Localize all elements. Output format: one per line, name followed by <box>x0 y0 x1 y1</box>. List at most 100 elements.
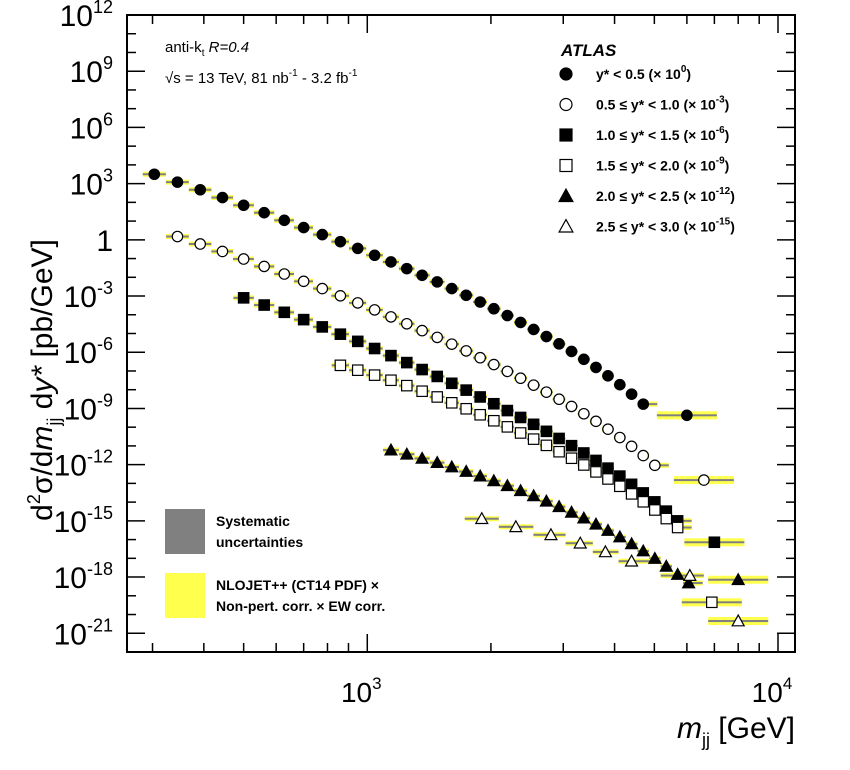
data-point <box>171 230 184 243</box>
data-point <box>540 386 553 398</box>
experiment-label: ATLAS <box>560 41 617 60</box>
data-point <box>590 466 602 478</box>
data-point <box>474 296 486 308</box>
data-point <box>416 324 428 337</box>
data-point <box>351 242 364 255</box>
data-point <box>565 439 578 452</box>
data-point <box>488 358 500 371</box>
data-point <box>368 304 381 316</box>
data-point <box>598 544 613 558</box>
data-point <box>400 356 413 369</box>
data-point <box>416 269 428 282</box>
data-point <box>614 480 626 493</box>
y-tick-labels: 1012 109 106 103 1 10-3 10-6 10-9 10-12 10-15 10-1… <box>54 0 113 651</box>
data-point <box>445 397 458 409</box>
data-point <box>614 378 626 391</box>
data-point <box>671 521 684 534</box>
data-point <box>194 238 207 250</box>
legend-entry-label: y* < 0.5 (× 100) <box>596 64 691 82</box>
data-point <box>501 309 514 322</box>
data-point <box>614 431 626 444</box>
data-point <box>540 330 553 343</box>
x-axis-title: mjj [GeV] <box>677 712 795 750</box>
data-point <box>316 228 329 241</box>
legend-entry-label: 1.5 ≤ y* < 2.0 (× 10-9) <box>596 156 729 174</box>
data-point <box>708 536 721 549</box>
data-point <box>474 408 486 421</box>
data-point <box>431 370 444 383</box>
data-point <box>368 342 381 355</box>
data-point <box>552 499 567 513</box>
data-point <box>660 512 673 525</box>
svg-text:mjj [GeV]: mjj [GeV] <box>677 712 795 750</box>
legend-entry-label: 1.0 ≤ y* < 1.5 (× 10-6) <box>596 125 729 143</box>
svg-text:√s = 13 TeV, 81 nb-1 - 3.2 fb: √s = 13 TeV, 81 nb-1 - 3.2 fb-1 <box>165 68 358 87</box>
data-point <box>540 425 553 438</box>
data-point <box>237 199 250 212</box>
data-point <box>590 415 602 428</box>
legend-marker <box>559 158 573 173</box>
y-tick-label: 10-18 <box>54 559 113 595</box>
data-point <box>416 363 428 376</box>
svg-text:d2σ/dmjj dy* [pb/GeV]: d2σ/dmjj dy* [pb/GeV] <box>24 239 64 521</box>
data-point <box>385 256 397 268</box>
data-point <box>368 249 381 262</box>
data-point <box>400 379 413 392</box>
data-point <box>659 559 674 572</box>
data-point <box>368 369 381 381</box>
data-point <box>612 529 627 543</box>
data-point <box>431 331 444 344</box>
data-point <box>474 351 486 364</box>
data-point <box>316 282 329 295</box>
legend-marker <box>558 218 574 233</box>
data-point <box>600 523 615 536</box>
legend-marker <box>559 97 573 112</box>
annotation-jet-algo: anti-kt R=0.4 <box>165 39 249 59</box>
data-point <box>636 543 651 557</box>
data-point <box>637 495 650 508</box>
data-point <box>445 377 458 390</box>
axis-ticks <box>127 14 795 653</box>
data-point <box>573 536 588 549</box>
data-point <box>637 449 650 462</box>
data-point <box>488 397 500 410</box>
data-point <box>431 276 444 288</box>
uncertainty-legend-label: Non-pert. corr. × EW corr. <box>216 598 385 614</box>
data-point <box>278 306 291 319</box>
data-point <box>148 168 161 181</box>
y-axis-title: d2σ/dmjj dy* [pb/GeV] <box>24 239 64 521</box>
data-point <box>578 447 590 459</box>
uncertainty-legend-label: uncertainties <box>216 534 303 550</box>
data-point <box>527 379 540 391</box>
data-point <box>514 411 527 424</box>
data-point <box>649 459 661 472</box>
y-tick-label: 10-9 <box>64 390 113 426</box>
data-point <box>385 374 397 387</box>
data-point <box>488 414 500 427</box>
data-point <box>578 353 590 366</box>
data-point <box>351 335 364 348</box>
y-tick-label: 10-15 <box>54 503 113 539</box>
data-point <box>508 519 523 533</box>
data-point <box>258 260 270 273</box>
data-point <box>649 504 661 516</box>
data-point <box>514 427 527 439</box>
data-point <box>514 372 527 385</box>
data-point <box>473 468 488 482</box>
data-point <box>576 510 591 524</box>
data-point <box>513 483 528 497</box>
data-point <box>334 235 347 248</box>
data-point <box>460 345 472 357</box>
data-point <box>543 527 558 541</box>
data-point <box>578 407 590 420</box>
data-point <box>430 455 445 469</box>
data-point <box>431 391 444 403</box>
data-point <box>194 183 207 196</box>
data-point <box>278 214 291 227</box>
data-point <box>553 445 565 458</box>
y-tick-label: 106 <box>70 109 113 145</box>
data-point <box>590 361 602 374</box>
data-point <box>625 388 638 400</box>
data-point <box>527 418 540 431</box>
systematic-band <box>683 582 703 585</box>
